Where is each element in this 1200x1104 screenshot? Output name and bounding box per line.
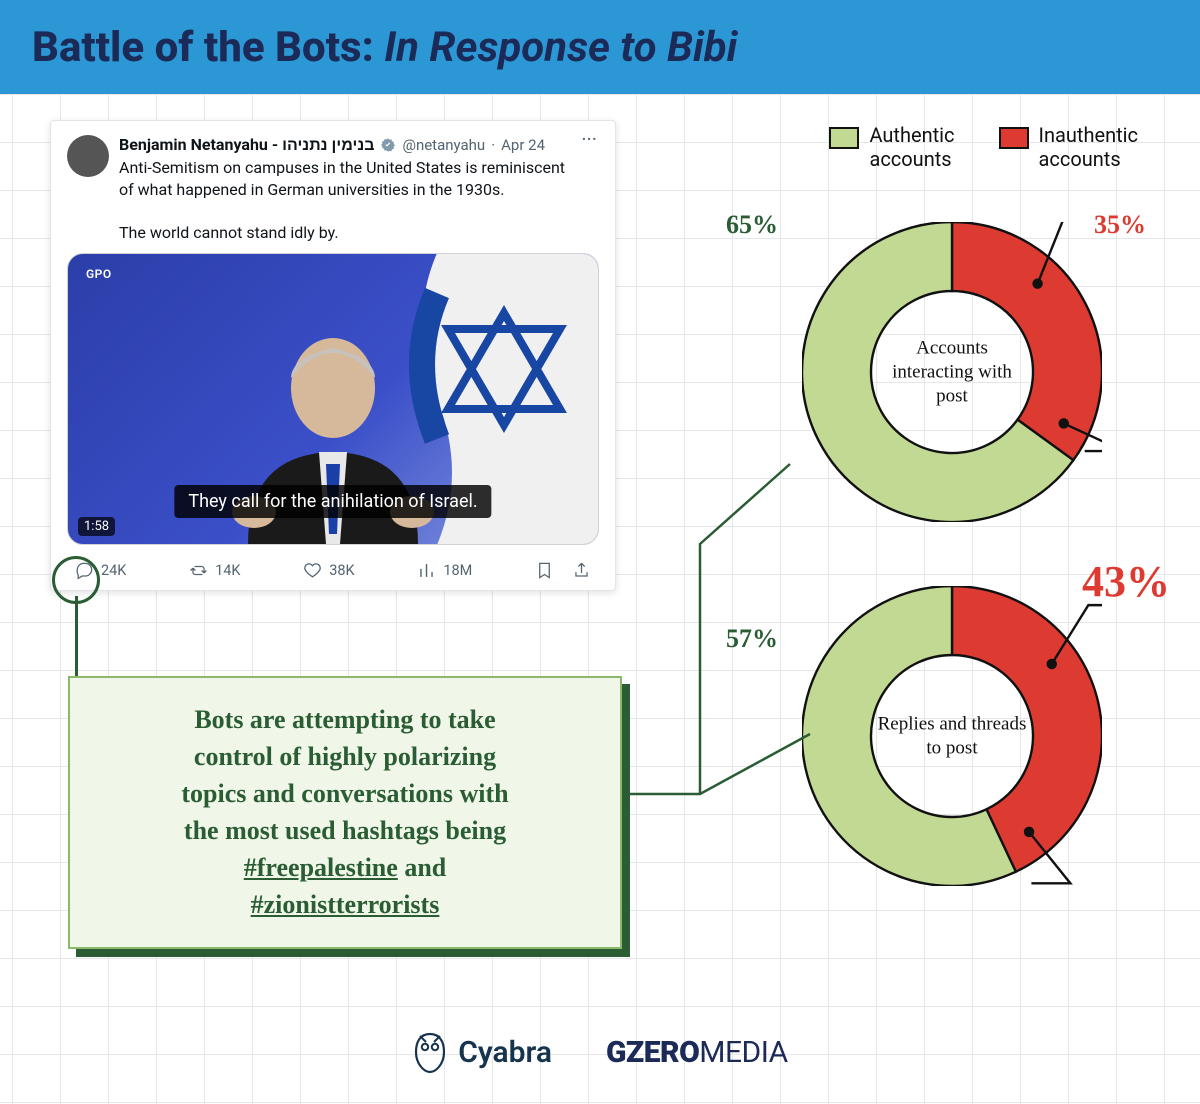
like-action[interactable]: 38K — [303, 561, 354, 580]
bookmark-icon[interactable] — [535, 561, 554, 580]
video-caption: They call for the anihilation of Israel. — [174, 485, 491, 518]
tweet-sep: · — [491, 136, 495, 154]
verified-badge-icon — [380, 137, 396, 153]
content-area: Benjamin Netanyahu - בנימין נתניהו @neta… — [0, 94, 1200, 1104]
tweet-header: Benjamin Netanyahu - בנימין נתניהו @neta… — [67, 135, 599, 243]
tweet-video[interactable]: GPO They call for the anihilation of Isr… — [67, 253, 599, 545]
like-count: 38K — [329, 562, 354, 579]
page-title: Battle of the Bots: In Response to Bibi — [32, 23, 737, 72]
title-header: Battle of the Bots: In Response to Bibi — [0, 0, 1200, 94]
views-icon — [417, 561, 436, 580]
retweet-icon — [189, 561, 208, 580]
reply-count: 24K — [101, 562, 126, 579]
views-count: 18M — [443, 562, 472, 579]
avatar — [67, 135, 109, 177]
video-duration: 1:58 — [78, 517, 115, 536]
tweet-body: Anti-Semitism on campuses in the United … — [119, 157, 571, 243]
tweet-name-row: Benjamin Netanyahu - בנימין נתניהו @neta… — [119, 135, 571, 155]
more-icon[interactable]: ··· — [581, 135, 599, 243]
share-icon[interactable] — [572, 561, 591, 580]
tweet-meta: Benjamin Netanyahu - בנימין נתניהו @neta… — [119, 135, 571, 243]
retweet-action[interactable]: 14K — [189, 561, 240, 580]
tweet-date: Apr 24 — [501, 136, 545, 154]
tweet-handle: @netanyahu — [402, 136, 485, 154]
tweet-author: Benjamin Netanyahu - בנימין נתניהו — [119, 135, 374, 155]
views-action[interactable]: 18M — [417, 561, 472, 580]
reply-highlight-circle — [52, 556, 100, 604]
gpo-badge: GPO — [80, 264, 118, 284]
title-bold: Battle of the Bots: — [32, 23, 374, 72]
heart-icon — [303, 561, 322, 580]
tweet-actions: 24K 14K 38K 18M — [67, 555, 599, 584]
retweet-count: 14K — [215, 562, 240, 579]
title-italic: In Response to Bibi — [384, 23, 737, 72]
tweet-card: Benjamin Netanyahu - בנימין נתניהו @neta… — [50, 120, 616, 591]
